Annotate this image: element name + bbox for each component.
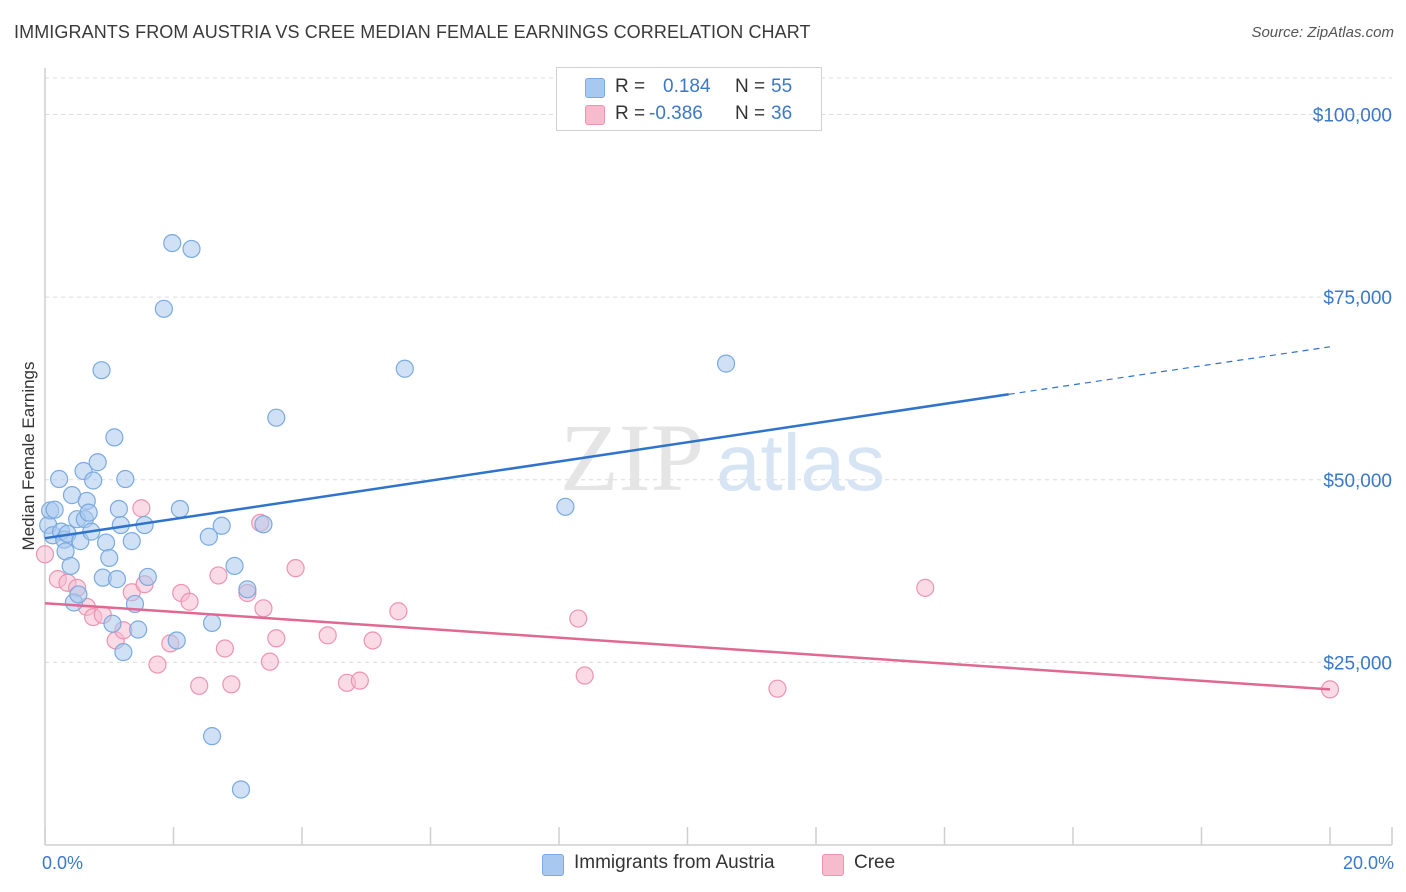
tick-labels: $25,000 $50,000 $75,000 $100,000 0.0% 20.0% <box>42 106 1394 873</box>
austria-point <box>105 428 124 447</box>
y-tick-label: $75,000 <box>1323 288 1392 309</box>
cree-point <box>569 609 588 628</box>
austria-point <box>96 533 116 552</box>
legend-swatch-austria <box>585 78 605 98</box>
austria-point <box>167 631 186 650</box>
austria-point <box>79 503 98 522</box>
cree-point <box>35 545 55 564</box>
austria-point <box>50 469 69 489</box>
austria-point <box>212 516 231 535</box>
austria-trend-line <box>44 393 1009 540</box>
cree-point <box>132 499 151 518</box>
cree-point <box>768 679 787 698</box>
austria-point <box>100 548 119 568</box>
bottom-legend-swatch-austria <box>542 854 564 876</box>
austria-point <box>202 613 222 633</box>
cree-point <box>363 631 382 650</box>
cree-point <box>215 639 234 658</box>
axes <box>44 68 1393 846</box>
cree-point <box>148 655 167 674</box>
austria-point <box>114 643 133 662</box>
cree-point <box>575 666 594 685</box>
austria-point <box>231 780 251 799</box>
austria-point <box>69 585 88 604</box>
austria-point <box>61 556 80 576</box>
cree-point <box>286 559 305 578</box>
watermark: ZIP atlas <box>560 404 885 511</box>
austria-point <box>182 239 201 259</box>
austria-point <box>116 469 135 489</box>
cree-point <box>260 652 279 671</box>
cree-point <box>350 671 369 690</box>
austria-trend-extension <box>1008 346 1331 395</box>
austria-point <box>138 567 157 587</box>
correlation-legend: R = 0.184 N = 55 R = -0.386 N = 36 <box>556 67 822 131</box>
y-tick-label: $50,000 <box>1323 471 1392 492</box>
bottom-legend-swatch-cree <box>822 854 844 876</box>
legend-r-label: R = <box>615 76 646 97</box>
x-tick-label: 0.0% <box>42 853 83 873</box>
austria-point <box>267 408 286 427</box>
austria-point <box>92 361 111 380</box>
source-label: Source: ZipAtlas.com <box>1251 24 1394 41</box>
cree-points <box>35 499 1340 699</box>
legend-n-label: N = <box>735 76 766 97</box>
austria-point <box>556 497 575 516</box>
austria-points <box>39 233 736 799</box>
austria-point <box>163 233 182 253</box>
bottom-legend-label-austria: Immigrants from Austria <box>574 852 775 873</box>
legend-r-value: 0.184 <box>663 76 711 97</box>
cree-point <box>916 578 935 597</box>
austria-point <box>170 499 190 519</box>
austria-point <box>88 453 107 472</box>
cree-point <box>190 676 209 695</box>
austria-point <box>103 614 122 633</box>
trend-lines <box>44 346 1331 691</box>
cree-point <box>254 599 273 618</box>
legend-r-label: R = <box>615 103 646 124</box>
y-axis-label: Median Female Earnings <box>19 362 38 551</box>
legend-swatch-cree <box>585 105 605 125</box>
austria-point <box>122 532 141 551</box>
x-tick-label: 20.0% <box>1343 853 1394 873</box>
watermark-atlas: atlas <box>716 418 885 507</box>
austria-point <box>45 500 64 519</box>
legend-r-value: -0.386 <box>649 103 703 124</box>
legend-n-label: N = <box>735 103 766 124</box>
legend-n-value: 36 <box>771 103 793 124</box>
cree-point <box>318 626 337 645</box>
cree-point <box>180 592 199 611</box>
austria-point <box>154 299 173 318</box>
austria-point <box>107 570 127 589</box>
austria-point <box>84 471 103 490</box>
bottom-legend-label-cree: Cree <box>854 852 896 873</box>
austria-point <box>716 354 736 373</box>
austria-point <box>254 515 273 534</box>
legend-n-value: 55 <box>771 76 793 97</box>
cree-point <box>222 675 241 694</box>
austria-point <box>202 727 222 746</box>
austria-point <box>109 499 128 519</box>
austria-point <box>225 556 244 576</box>
y-tick-label: $100,000 <box>1313 106 1392 127</box>
cree-point <box>209 566 228 585</box>
austria-point <box>199 527 218 546</box>
chart-title: IMMIGRANTS FROM AUSTRIA VS CREE MEDIAN F… <box>14 22 811 42</box>
cree-trend-line <box>44 601 1331 691</box>
y-tick-label: $25,000 <box>1323 653 1392 674</box>
austria-point <box>129 620 148 639</box>
austria-point <box>395 359 414 378</box>
cree-point <box>389 602 408 621</box>
cree-point <box>267 629 286 648</box>
austria-point <box>238 580 257 599</box>
gridlines <box>45 77 1392 663</box>
